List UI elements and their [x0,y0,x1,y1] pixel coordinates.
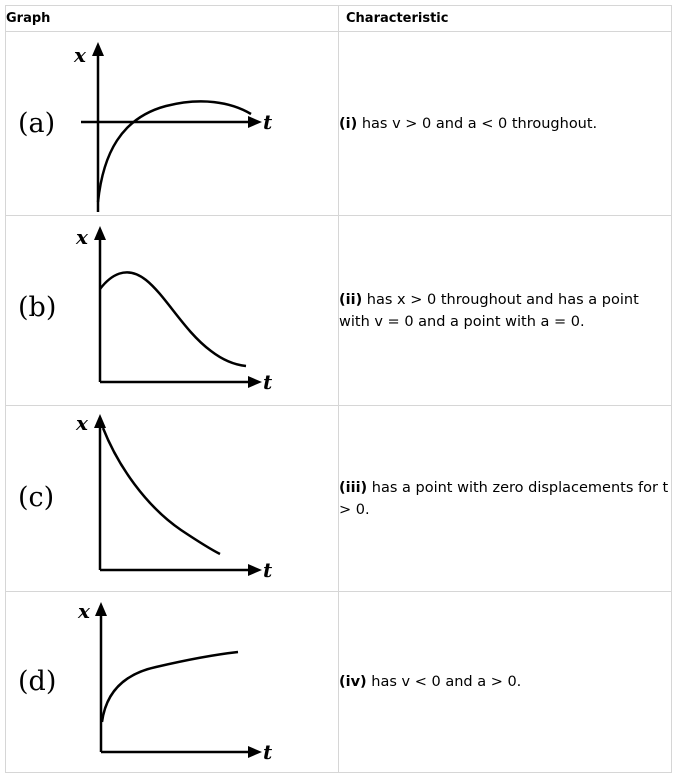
x-axis-arrow-b [94,226,106,240]
t-axis-label-c: t [263,558,273,582]
x-axis-label-b: x [75,225,89,249]
graph-cell-b: (b) x t [5,215,339,406]
curve-b [99,271,247,368]
characteristic-cell-iii: (iii) has a point with zero displacement… [338,405,672,592]
t-axis-arrow-d [248,746,262,758]
graph-c: (c) x t [18,411,273,582]
graph-cell-a: (a) x t [5,31,339,216]
curve-d [100,650,239,723]
graph-cell-c: (c) x t [5,405,339,592]
characteristic-cell-ii: (ii) has x > 0 throughout and has a poin… [338,215,672,406]
char-text-iii: has a point with zero displacements for … [339,479,669,518]
char-text-i: has v > 0 and a < 0 throughout. [357,115,598,132]
graph-b: (b) x t [18,225,273,394]
x-axis-label-a: x [73,43,87,67]
graph-label-d: (d) [18,666,56,697]
graph-a: (a) x t [18,42,273,212]
t-axis-arrow-a [248,116,262,128]
graph-d: (d) x t [18,599,273,764]
curve-a [96,100,252,203]
t-axis-label-a: t [263,110,273,134]
match-table: Graph Characteristic (a) x t (i) has v >… [5,5,672,773]
graph-label-c: (c) [18,482,54,513]
table-row: (d) x t (iv) has v < 0 and a > 0. [5,591,672,773]
t-axis-arrow-c [248,564,262,576]
char-num-iv: (iv) [339,674,367,690]
char-text-ii: has x > 0 throughout and has a point wit… [339,291,639,330]
x-axis-label-d: x [77,599,91,623]
graph-cell-d: (d) x t [5,591,339,773]
t-axis-arrow-b [248,376,262,388]
x-axis-label-c: x [75,411,89,435]
char-num-ii: (ii) [339,291,363,308]
table-row: (b) x t (ii) has x > 0 throughout and ha… [5,215,672,406]
characteristic-cell-i: (i) has v > 0 and a < 0 throughout. [338,31,672,216]
t-axis-label-d: t [263,740,273,764]
table-row: (a) x t (i) has v > 0 and a < 0 througho… [5,31,672,216]
header-graph: Graph [5,5,339,32]
characteristic-cell-iv: (iv) has v < 0 and a > 0. [338,591,672,773]
t-axis-label-b: t [263,370,273,394]
x-axis-arrow-c [94,414,106,428]
graph-label-b: (b) [18,292,56,323]
table-row: (c) x t (iii) has a point with zero disp… [5,405,672,592]
char-num-iii: (iii) [339,479,368,496]
header-row: Graph Characteristic [5,5,672,32]
char-text-iv: has v < 0 and a > 0. [366,674,522,690]
header-characteristic: Characteristic [338,5,672,32]
curve-c [101,427,221,556]
x-axis-arrow-a [92,42,104,56]
graph-label-a: (a) [18,108,55,139]
char-num-i: (i) [339,115,358,132]
x-axis-arrow-d [95,602,107,616]
